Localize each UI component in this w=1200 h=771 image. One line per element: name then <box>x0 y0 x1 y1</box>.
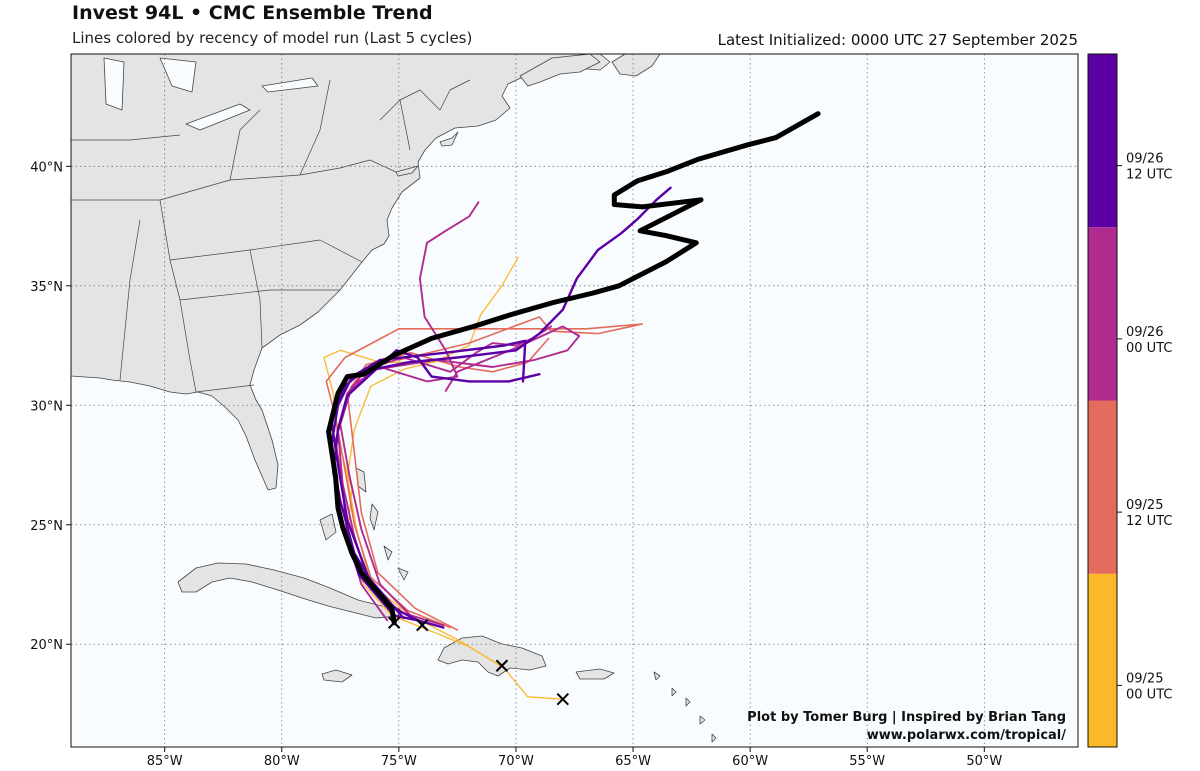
cuba <box>177 562 401 619</box>
lake-michigan <box>103 57 125 111</box>
lon-tick-label: 65°W <box>615 754 651 769</box>
bahamas-eleuthera <box>369 503 379 531</box>
colorbar-label-date: 09/26 <box>1126 325 1163 340</box>
latitude-labels: 20°N 25°N 30°N 35°N 40°N <box>30 160 71 653</box>
map-frame <box>70 53 1079 748</box>
start-x-marker <box>495 659 509 672</box>
land-layer <box>71 54 717 743</box>
colorbar-label-time: 00 UTC <box>1126 341 1172 356</box>
graticule <box>71 54 1078 747</box>
north-america-landmass <box>71 54 611 491</box>
lon-tick-label: 70°W <box>498 754 534 769</box>
colorbar-label-time: 00 UTC <box>1126 687 1172 702</box>
bahamas-andros <box>319 513 337 541</box>
ensemble-track <box>329 186 672 620</box>
ensemble-track <box>346 337 550 631</box>
lon-tick-label: 60°W <box>732 754 768 769</box>
jamaica <box>321 669 353 683</box>
lake-erie <box>185 103 251 131</box>
lake-ontario <box>261 77 319 93</box>
map-title: Invest 94L • CMC Ensemble Trend <box>72 2 433 24</box>
colorbar-segment <box>1088 227 1117 401</box>
cape-cod <box>439 131 459 147</box>
hispaniola <box>437 635 547 677</box>
lesser-antilles-island <box>671 687 677 697</box>
colorbar-segment <box>1088 573 1117 747</box>
colorbar-frame <box>1087 53 1118 748</box>
puerto-rico <box>575 668 615 680</box>
latest-initialized: Latest Initialized: 0000 UTC 27 Septembe… <box>717 31 1078 49</box>
lat-tick-label: 30°N <box>30 399 63 414</box>
longitude-labels: 85°W 80°W 75°W 70°W 65°W 60°W 55°W 50°W <box>147 747 1002 769</box>
lesser-antilles-island <box>711 733 717 743</box>
start-x-marker <box>387 616 401 629</box>
colorbar-segment <box>1088 400 1117 574</box>
colorbar-label-time: 12 UTC <box>1126 514 1172 529</box>
ensemble-tracks <box>323 111 821 700</box>
lesser-antilles-island <box>699 715 706 725</box>
lat-tick-label: 20°N <box>30 638 63 653</box>
lon-tick-label: 55°W <box>849 754 885 769</box>
lon-tick-label: 75°W <box>381 754 417 769</box>
lat-tick-label: 25°N <box>30 519 63 534</box>
lat-tick-label: 40°N <box>30 160 63 175</box>
bahamas-island <box>397 567 409 581</box>
ensemble-track <box>329 339 527 624</box>
nova-scotia <box>519 54 601 87</box>
colorbar-label-date: 09/25 <box>1126 671 1163 686</box>
ensemble-track <box>326 111 821 626</box>
lon-tick-label: 85°W <box>147 754 183 769</box>
colorbar-label-time: 12 UTC <box>1126 168 1172 183</box>
credit-line-1: Plot by Tomer Burg | Inspired by Brian T… <box>747 710 1066 725</box>
lat-tick-label: 35°N <box>30 280 63 295</box>
start-x-marker <box>416 618 429 632</box>
colorbar-label-date: 09/25 <box>1126 498 1163 513</box>
map-subtitle: Lines colored by recency of model run (L… <box>72 29 473 47</box>
lon-tick-label: 80°W <box>264 754 300 769</box>
colorbar-label-date: 09/26 <box>1126 152 1163 167</box>
bahamas-island <box>383 545 393 561</box>
colorbar-segment <box>1088 54 1117 228</box>
lake-huron <box>159 57 197 93</box>
long-island <box>395 165 419 177</box>
credit-line-2: www.polarwx.com/tropical/ <box>867 728 1067 743</box>
ensemble-track <box>346 359 505 669</box>
newfoundland <box>611 54 661 77</box>
start-markers <box>387 616 569 706</box>
lesser-antilles-island <box>685 697 691 707</box>
lon-tick-label: 50°W <box>966 754 1002 769</box>
start-x-marker <box>556 692 569 706</box>
lesser-antilles-island <box>653 671 661 681</box>
